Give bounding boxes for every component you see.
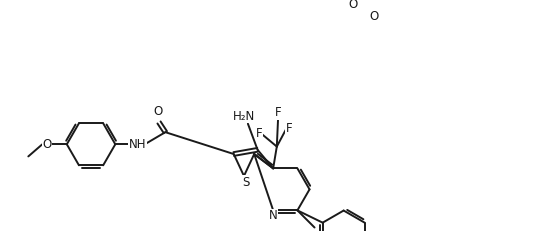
Text: F: F <box>275 106 281 119</box>
Text: F: F <box>256 127 263 140</box>
Text: N: N <box>269 210 278 222</box>
Text: O: O <box>349 0 358 11</box>
Text: H₂N: H₂N <box>233 110 255 123</box>
Text: O: O <box>153 105 163 118</box>
Text: NH: NH <box>128 138 146 151</box>
Text: F: F <box>286 122 293 135</box>
Text: O: O <box>42 138 51 151</box>
Text: S: S <box>242 176 249 189</box>
Text: O: O <box>370 10 379 23</box>
